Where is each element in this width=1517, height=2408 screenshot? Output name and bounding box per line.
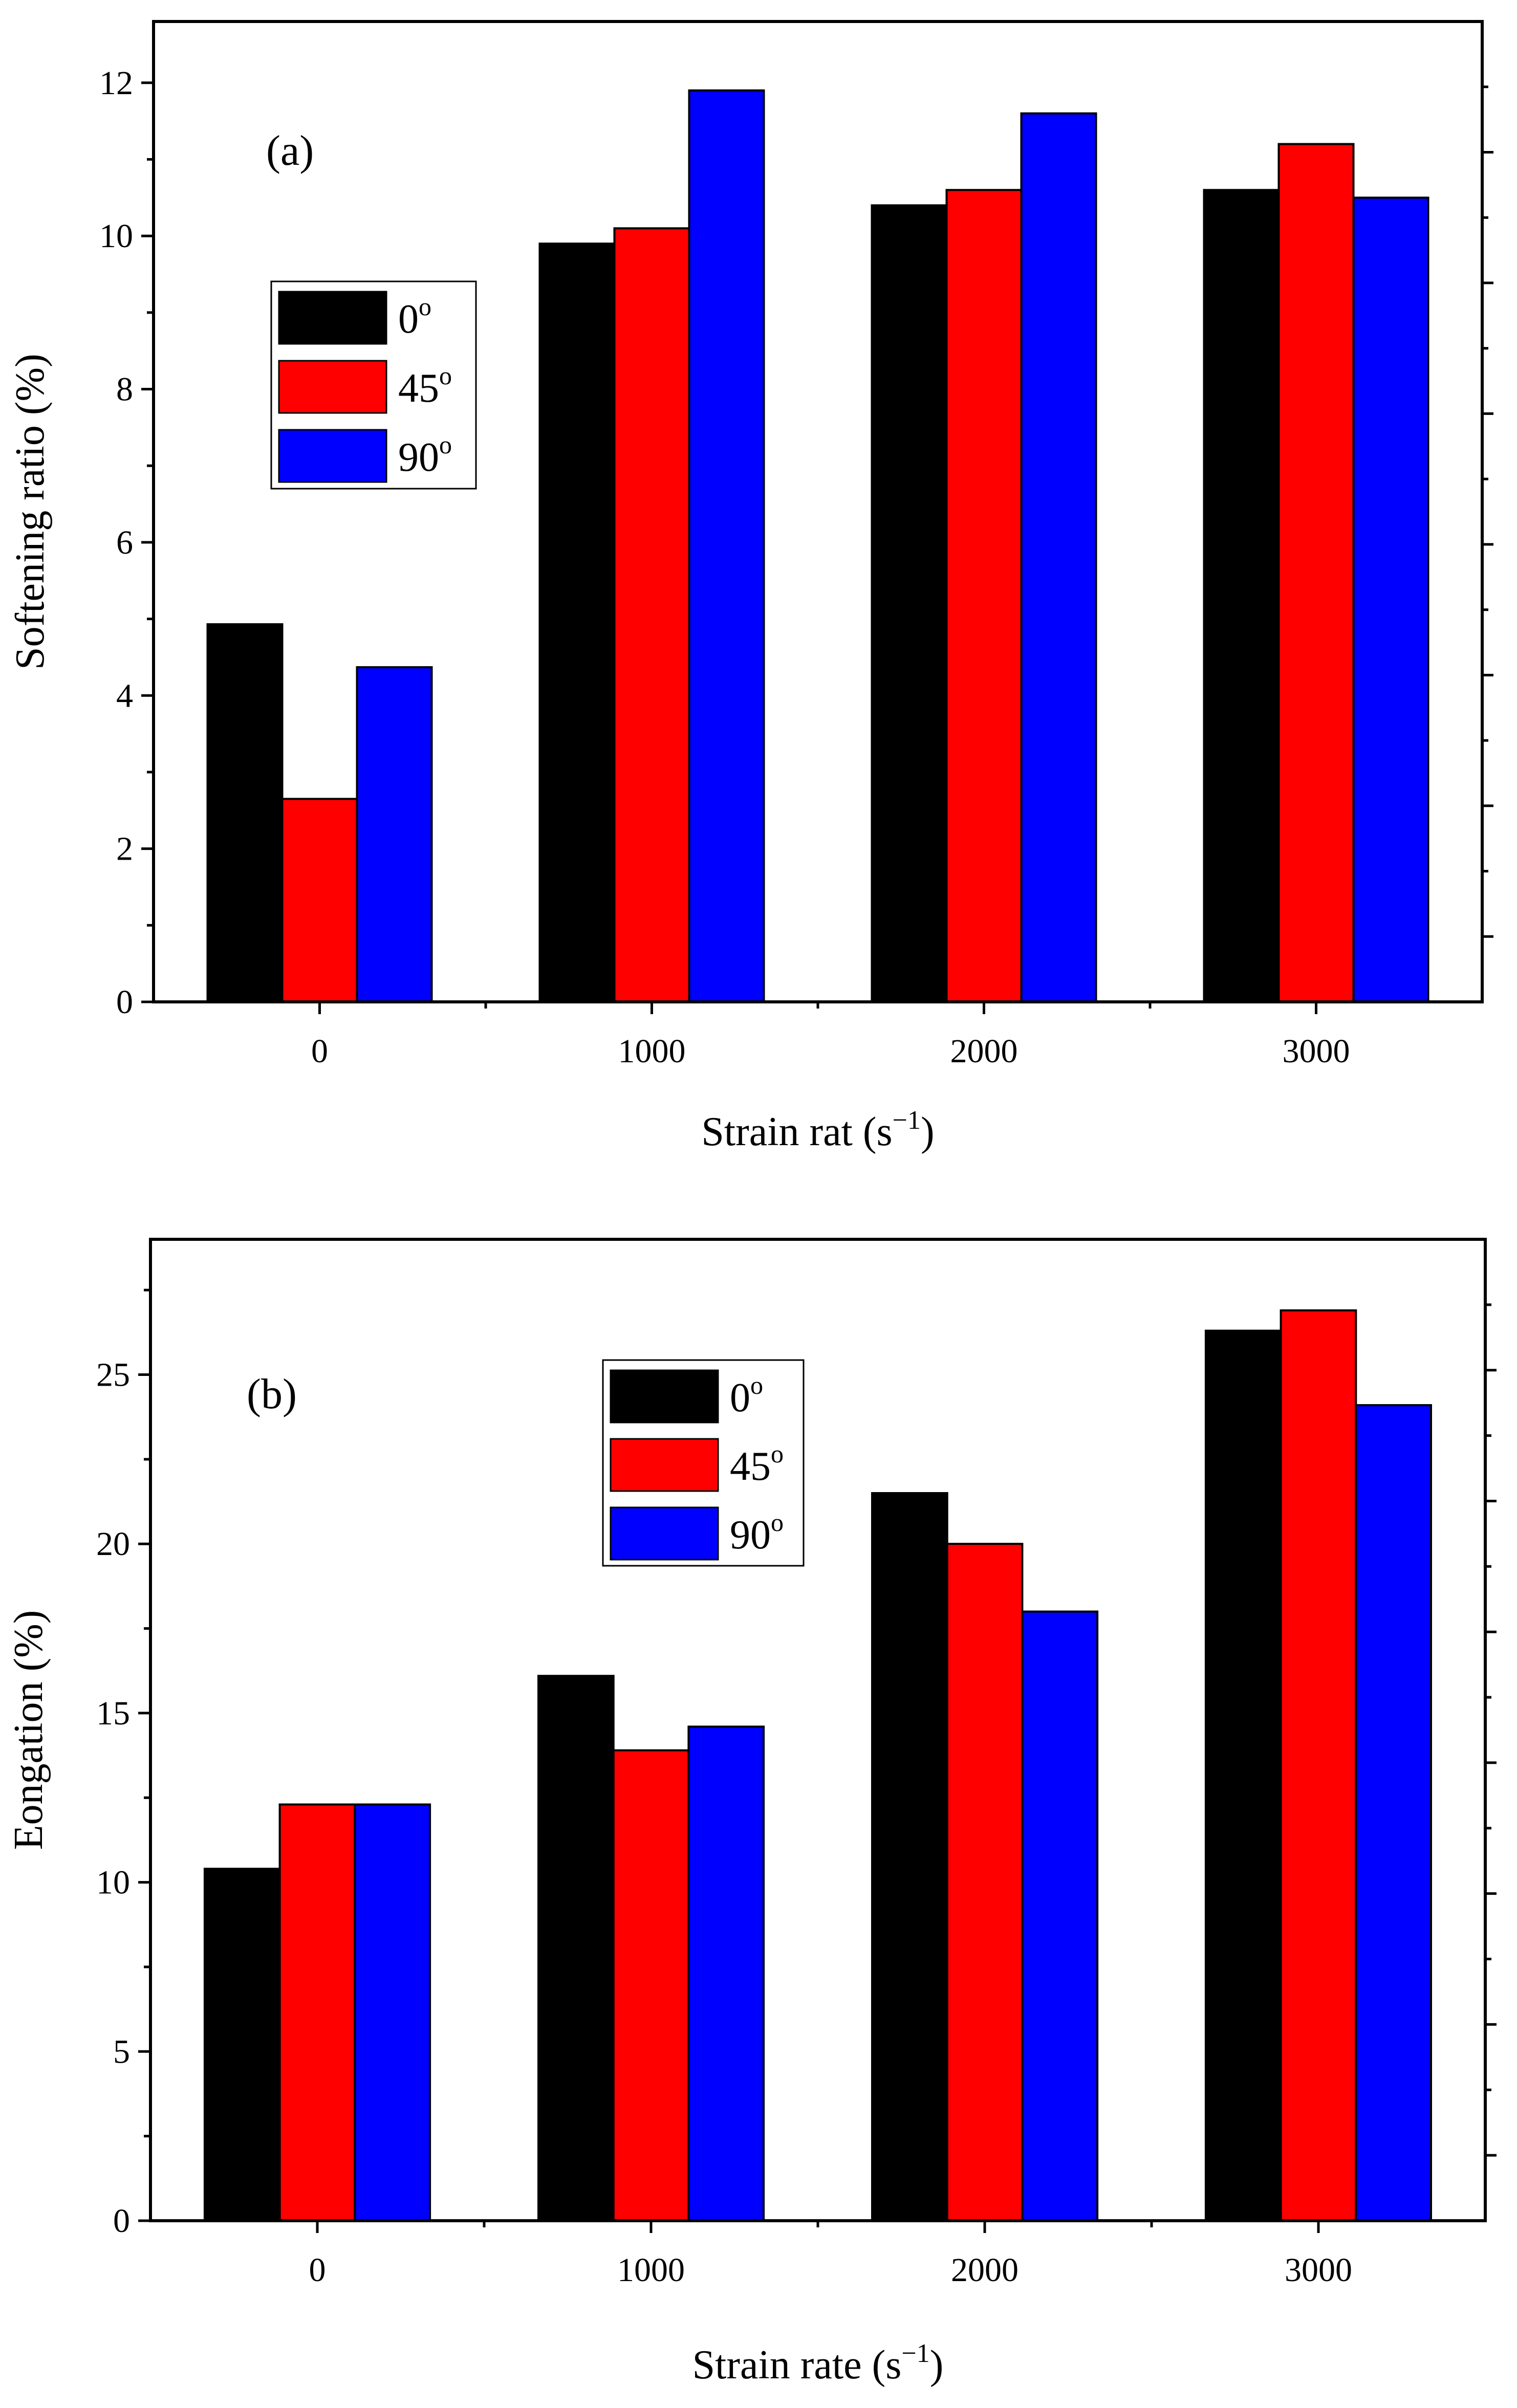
y-tick-label: 5 [113,2033,130,2070]
y-tick-label: 8 [116,371,133,408]
bar-90deg-0 [356,666,433,1003]
bar-90deg-0 [354,1803,431,2222]
x-axis-title: Strain rate (s−1) [692,2339,944,2388]
bar-0deg-2000 [871,204,948,1003]
legend-label-degree: o [439,430,452,459]
bar-90deg-3000 [1352,196,1429,1003]
legend-label-value: 90 [730,1513,771,1558]
bar-45deg-3000 [1280,1309,1357,2222]
legend-label-0deg: 0o [398,292,431,342]
y-tick-label: 4 [116,677,133,714]
x-axis-title-unit-sup: −1 [901,2339,929,2368]
bar-90deg-1000 [688,89,765,1003]
x-axis-title-unit-sup: −1 [893,1106,921,1135]
bar-45deg-3000 [1277,143,1355,1003]
y-tick-label: 10 [99,217,133,255]
x-axis-title-close: ) [921,1109,935,1154]
legend-label-value: 0 [398,297,419,342]
panel-a: 0 2 4 6 8 10 12 0 1000 2000 3000 Strain rat (s−1) So… [8,20,1493,1154]
legend-label-45deg: 45o [398,361,452,411]
bar-45deg-1000 [612,1749,690,2222]
x-tick-label: 2000 [950,1033,1018,1070]
panel-tag: (b) [247,1370,297,1418]
legend-swatch-0deg [610,1369,719,1424]
y-tick-label: 20 [96,1525,130,1563]
x-tick-label: 3000 [1285,2251,1352,2289]
panel-b: 0 5 10 15 20 25 0 1000 2000 3000 Strain rate (s−1)… [6,1238,1497,2388]
legend-label-0deg: 0o [730,1371,763,1420]
bar-45deg-2000 [945,189,1023,1003]
legend-swatch-0deg [278,291,387,345]
x-tick-label: 2000 [951,2251,1018,2289]
x-tick-label: 0 [311,1033,328,1070]
bar-0deg-1000 [538,243,616,1003]
bar-45deg-1000 [613,227,690,1003]
bar-90deg-2000 [1021,1610,1099,2222]
x-tick-label: 1000 [617,2251,685,2289]
bar-45deg-2000 [946,1543,1024,2222]
legend-swatch-90deg [278,429,387,483]
y-axis-title: Eongation (%) [6,1610,51,1850]
x-axis-title-text: Strain rate (s [692,2343,902,2388]
bar-0deg-1000 [537,1675,615,2222]
bar-90deg-3000 [1355,1404,1433,2222]
bar-0deg-0 [206,623,284,1003]
bar-90deg-1000 [687,1725,765,2222]
legend-swatch-90deg [610,1506,719,1561]
x-axis-title: Strain rat (s−1) [701,1106,934,1154]
legend-label-value: 90 [398,435,439,480]
legend-swatch-45deg [610,1438,719,1492]
y-tick-label: 12 [99,64,133,102]
legend-label-degree: o [771,1508,784,1537]
y-tick-label: 25 [96,1356,130,1394]
x-tick-label: 0 [309,2251,326,2289]
y-tick-label: 0 [116,983,133,1021]
y-tick-label: 6 [116,524,133,561]
x-tick-label: 3000 [1283,1033,1350,1070]
bar-45deg-0 [278,1803,356,2222]
x-axis-title-close: ) [930,2343,944,2388]
bar-0deg-3000 [1204,1329,1282,2222]
legend-swatch-45deg [278,360,387,414]
y-tick-label: 10 [96,1864,130,1901]
legend-label-90deg: 90o [730,1508,784,1558]
bar-0deg-0 [203,1868,281,2222]
x-axis-title-text: Strain rat (s [701,1109,892,1154]
y-tick-label: 15 [96,1695,130,1732]
y-axis-title: Softening ratio (%) [8,354,53,670]
x-tick-label: 1000 [618,1033,686,1070]
legend-label-value: 45 [730,1444,771,1489]
legend-label-degree: o [750,1371,763,1399]
legend-label-value: 45 [398,366,439,411]
legend-label-90deg: 90o [398,430,452,480]
legend-label-degree: o [439,361,452,390]
legend-label-value: 0 [730,1375,750,1420]
bar-0deg-2000 [871,1492,948,2222]
legend-label-45deg: 45o [730,1439,784,1489]
bar-45deg-0 [281,798,358,1003]
bar-90deg-2000 [1020,112,1097,1003]
y-tick-label: 0 [113,2202,130,2240]
legend-label-degree: o [771,1439,784,1468]
panel-tag: (a) [266,127,314,174]
bar-0deg-3000 [1203,189,1280,1003]
legend-label-degree: o [419,292,431,321]
y-tick-label: 2 [116,830,133,868]
